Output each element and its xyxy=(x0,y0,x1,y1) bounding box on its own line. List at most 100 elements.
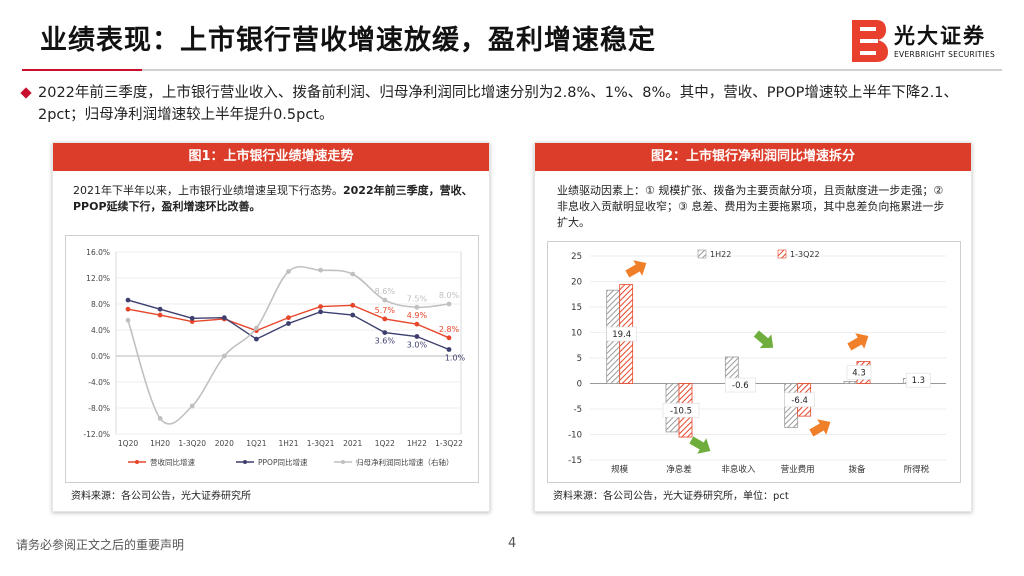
bar-chart-y-tick: 15 xyxy=(571,303,582,313)
line-series-2-point xyxy=(318,267,323,273)
line-chart-y-tick: 8.0% xyxy=(91,300,110,309)
line-series-2-point xyxy=(221,353,227,359)
line-series-2-point xyxy=(446,301,452,307)
line-series-0-point xyxy=(382,316,388,322)
right-source: 资料来源：各公司公告，光大证券研究所，单位：pct xyxy=(553,491,789,502)
line-series-1-data-label: 3.6% xyxy=(375,337,396,346)
increase-arrow-icon xyxy=(809,419,831,437)
lead-paragraph: 2022年前三季度，上市银行营业收入、拨备前利润、归母净利润同比增速分别为2.8… xyxy=(20,82,988,126)
line-series-2-point xyxy=(286,269,291,274)
line-series-1-point xyxy=(446,347,452,352)
line-series-0-point xyxy=(318,304,323,309)
logo-subtitle: EVERBRIGHT SECURITIES xyxy=(894,50,996,59)
line-chart-x-tick: 2020 xyxy=(215,439,234,448)
bar-chart-x-tick: 所得税 xyxy=(904,464,930,475)
line-chart-y-tick: 0.0% xyxy=(91,352,110,361)
line-chart-y-tick: -12.0% xyxy=(83,430,110,439)
line-legend-marker xyxy=(341,460,345,464)
bar-data-label: 1.3 xyxy=(912,376,926,386)
line-series-2-point xyxy=(414,304,420,310)
line-chart-y-tick: -8.0% xyxy=(88,404,110,413)
line-series-1-point xyxy=(350,312,356,318)
title-rule xyxy=(22,69,1002,71)
increase-arrow-icon xyxy=(625,260,647,278)
page-title: 业绩表现：上市银行营收增速放缓，盈利增速稳定 xyxy=(40,25,656,56)
bar-chart-x-tick: 净息差 xyxy=(666,464,692,475)
line-legend-label: 营收同比增速 xyxy=(150,457,195,467)
right-panel-description: 业绩驱动因素上：① 规模扩张、拨备为主要贡献分项，且贡献度进一步走强；② 非息收… xyxy=(557,184,945,229)
line-legend-label: 归母净利润同比增速（右轴） xyxy=(356,457,454,467)
bar-data-label-box xyxy=(784,392,815,408)
line-chart-x-tick: 1H20 xyxy=(150,439,170,448)
bar-data-label-box xyxy=(606,326,637,342)
left-desc-normal: 2021年下半年以来，上市银行业绩增速呈现下行态势。 xyxy=(73,184,343,197)
line-chart-x-tick: 1-3Q20 xyxy=(178,439,206,448)
line-series-1-point xyxy=(125,297,131,303)
line-series-1-point xyxy=(318,309,323,315)
bar-chart-box: 25 20 15 10 5 0 -5 -10 -15 规模 19.4 净息差 -10.5 非息收入 -0.6… xyxy=(547,241,961,483)
line-series-2-point xyxy=(189,403,195,409)
bar-chart-y-tick: -15 xyxy=(568,456,582,466)
diamond-bullet-icon xyxy=(20,87,32,99)
line-series-2-point xyxy=(350,271,356,277)
line-legend-marker xyxy=(243,460,247,464)
line-chart-y-tick: 12.0% xyxy=(86,274,110,283)
line-chart-y-tick: 16.0% xyxy=(86,248,110,257)
decrease-arrow-icon xyxy=(753,330,774,349)
line-chart-x-tick: 1H21 xyxy=(279,439,299,448)
line-series-1-data-label: 1.0% xyxy=(445,354,466,363)
line-series-0-data-label: 5.7% xyxy=(375,306,396,315)
bar-chart-y-tick: -5 xyxy=(574,405,582,415)
left-panel-description: 2021年下半年以来，上市银行业绩增速呈现下行态势。2022年前三季度，营收、P… xyxy=(73,183,473,215)
bar-chart-y-tick: 5 xyxy=(577,354,582,364)
bar-legend-label: 1H22 xyxy=(710,250,731,259)
lead-text: 2022年前三季度，上市银行营业收入、拨备前利润、归母净利润同比增速分别为2.8… xyxy=(38,85,958,123)
brand-logo: 光大证券 EVERBRIGHT SECURITIES xyxy=(850,18,1010,68)
line-series-2-data-label: 8.6% xyxy=(375,287,396,296)
logo-name: 光大证券 xyxy=(894,24,986,48)
bar-0-4 xyxy=(843,381,858,384)
left-chart-panel: 图1：上市银行业绩增速走势 2021年下半年以来，上市银行业绩增速呈现下行态势。… xyxy=(52,142,490,512)
bar-data-label-box xyxy=(662,402,700,418)
line-series-2-point xyxy=(125,317,131,323)
title-rule-accent xyxy=(22,69,142,71)
bar-chart: 25 20 15 10 5 0 -5 -10 -15 规模 19.4 净息差 -10.5 非息收入 -0.6… xyxy=(568,249,946,475)
bar-chart-y-tick: -10 xyxy=(568,431,582,441)
line-series-1-point xyxy=(382,330,388,335)
bar-chart-y-tick: 20 xyxy=(571,278,582,288)
bar-legend-label: 1-3Q22 xyxy=(790,250,820,259)
line-chart-x-tick: 1H22 xyxy=(407,439,427,448)
left-panel-header: 图1：上市银行业绩增速走势 xyxy=(53,143,489,171)
line-series-1-point xyxy=(254,336,259,342)
bar-chart-y-tick: 0 xyxy=(577,380,582,390)
line-chart-y-tick: -4.0% xyxy=(88,378,110,387)
everbright-logo-icon xyxy=(852,20,888,62)
disclaimer-note: 请务必参阅正文之后的重要声明 xyxy=(16,538,185,552)
line-series-1-point xyxy=(189,315,195,321)
line-chart-x-tick: 1Q21 xyxy=(246,439,266,448)
line-chart-x-tick: 1-3Q21 xyxy=(307,439,335,448)
right-panel-header: 图2：上市银行净利润同比增速拆分 xyxy=(535,143,971,171)
line-chart-x-tick: 1-3Q22 xyxy=(435,439,463,448)
line-series-2 xyxy=(127,265,450,425)
bar-legend-swatch xyxy=(777,249,787,259)
bar-data-label: 4.3 xyxy=(852,369,866,379)
line-series-2-point xyxy=(382,297,388,303)
bar-chart-x-tick: 非息收入 xyxy=(721,464,756,475)
line-legend-marker xyxy=(135,460,139,464)
line-series-0-point xyxy=(286,315,291,321)
line-series-2-point xyxy=(254,325,259,331)
line-series-0-point xyxy=(446,335,452,341)
line-series-0-data-label: 2.8% xyxy=(439,325,460,334)
bar-data-label: -10.5 xyxy=(670,406,692,416)
line-series-2-point xyxy=(157,416,163,421)
right-chart-panel: 图2：上市银行净利润同比增速拆分 业绩驱动因素上：① 规模扩张、拨备为主要贡献分… xyxy=(534,142,972,512)
bar-chart-x-tick: 营业费用 xyxy=(781,464,815,475)
line-chart: 16.0% 12.0% 8.0% 4.0% 0.0% -4.0% -8.0% -12.0% 1Q… xyxy=(83,248,466,467)
line-series-0-point xyxy=(414,321,420,327)
line-series-2-data-label: 8.0% xyxy=(439,291,460,300)
increase-arrow-icon xyxy=(847,333,869,351)
line-series-1-point xyxy=(221,315,227,321)
decrease-arrow-icon xyxy=(689,436,711,454)
bar-data-label-box xyxy=(725,377,756,393)
